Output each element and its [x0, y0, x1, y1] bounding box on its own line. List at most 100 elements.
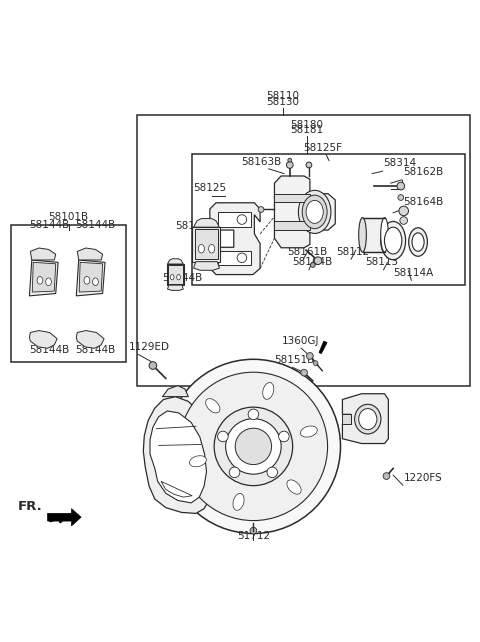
Ellipse shape [248, 409, 259, 420]
Ellipse shape [263, 383, 274, 399]
Text: 58114A: 58114A [393, 268, 433, 278]
Text: 58144B: 58144B [75, 220, 115, 230]
Text: 58164B: 58164B [403, 197, 443, 207]
Polygon shape [168, 285, 183, 290]
Circle shape [258, 207, 264, 213]
Text: 58130: 58130 [266, 96, 300, 107]
Polygon shape [275, 176, 335, 248]
Circle shape [237, 214, 247, 224]
Circle shape [383, 473, 390, 480]
Ellipse shape [384, 227, 402, 254]
Ellipse shape [226, 419, 281, 474]
Ellipse shape [299, 190, 331, 234]
Ellipse shape [408, 228, 427, 256]
Polygon shape [342, 394, 388, 444]
Circle shape [397, 182, 405, 190]
Bar [275, 221, 310, 230]
Ellipse shape [84, 277, 90, 284]
Circle shape [301, 369, 308, 376]
Circle shape [398, 195, 404, 200]
Ellipse shape [166, 360, 340, 534]
Polygon shape [319, 341, 327, 354]
Polygon shape [48, 508, 81, 526]
Ellipse shape [381, 221, 406, 260]
Polygon shape [144, 397, 215, 514]
Ellipse shape [359, 218, 366, 252]
Ellipse shape [37, 277, 43, 284]
Circle shape [149, 361, 157, 369]
Ellipse shape [209, 245, 215, 253]
Polygon shape [150, 411, 206, 503]
Polygon shape [168, 265, 182, 284]
Text: 58144B: 58144B [175, 221, 216, 231]
Ellipse shape [190, 456, 206, 467]
Polygon shape [29, 260, 58, 296]
Ellipse shape [235, 428, 272, 465]
Polygon shape [167, 264, 184, 285]
Ellipse shape [217, 431, 228, 442]
Text: 58125: 58125 [193, 183, 226, 193]
Circle shape [399, 206, 408, 216]
Text: 58161B: 58161B [287, 247, 327, 257]
Ellipse shape [267, 467, 277, 478]
Circle shape [314, 257, 322, 265]
Ellipse shape [205, 399, 220, 413]
Ellipse shape [170, 275, 174, 280]
Text: 58101B: 58101B [48, 213, 89, 222]
Polygon shape [32, 263, 56, 292]
Ellipse shape [229, 467, 240, 478]
Ellipse shape [93, 278, 98, 286]
Text: 1129ED: 1129ED [129, 342, 170, 352]
Text: 1360GJ: 1360GJ [282, 336, 320, 346]
Text: 1220FS: 1220FS [404, 473, 443, 483]
Bar [11, 225, 126, 361]
Polygon shape [195, 229, 218, 259]
Text: 58314: 58314 [384, 158, 417, 168]
Text: FR.: FR. [18, 500, 43, 514]
Text: 51712: 51712 [237, 531, 270, 541]
Circle shape [313, 361, 318, 365]
Text: 58144B: 58144B [162, 273, 203, 282]
Text: 58164B: 58164B [292, 257, 332, 268]
Text: 58112: 58112 [336, 247, 369, 257]
Bar [218, 213, 252, 227]
Polygon shape [76, 331, 104, 348]
Ellipse shape [233, 494, 244, 510]
Polygon shape [79, 263, 103, 292]
Ellipse shape [359, 408, 377, 429]
Text: 58125F: 58125F [303, 143, 342, 153]
Circle shape [306, 162, 312, 168]
Text: 58181: 58181 [290, 125, 324, 135]
Text: 58110: 58110 [266, 91, 300, 101]
Circle shape [311, 263, 315, 268]
Text: 58144B: 58144B [29, 345, 70, 354]
Bar [275, 194, 310, 202]
Circle shape [237, 253, 247, 263]
Ellipse shape [278, 431, 289, 442]
Ellipse shape [381, 218, 388, 252]
Text: 58144B: 58144B [75, 345, 115, 354]
Text: 58162B: 58162B [403, 168, 443, 177]
Circle shape [400, 216, 408, 224]
Polygon shape [77, 248, 103, 260]
Text: 58180: 58180 [290, 119, 324, 130]
Ellipse shape [214, 407, 293, 485]
Ellipse shape [302, 195, 327, 229]
Circle shape [287, 162, 293, 168]
Ellipse shape [306, 200, 323, 223]
Ellipse shape [412, 233, 424, 251]
Ellipse shape [177, 275, 180, 280]
Ellipse shape [198, 245, 204, 253]
Polygon shape [193, 218, 219, 227]
Circle shape [288, 159, 292, 162]
Circle shape [250, 527, 257, 534]
Polygon shape [29, 331, 57, 348]
Polygon shape [342, 414, 351, 424]
Polygon shape [76, 260, 105, 296]
Text: 58113: 58113 [365, 257, 398, 268]
Circle shape [307, 352, 313, 360]
Ellipse shape [300, 426, 317, 437]
Bar [218, 250, 252, 265]
Polygon shape [162, 386, 188, 397]
Bar [137, 115, 470, 386]
